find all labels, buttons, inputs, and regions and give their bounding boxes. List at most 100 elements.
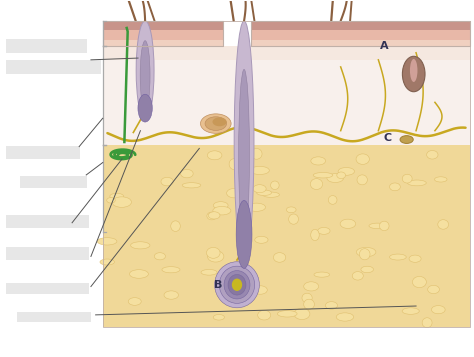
Ellipse shape bbox=[379, 221, 389, 231]
Ellipse shape bbox=[356, 247, 376, 257]
Ellipse shape bbox=[238, 69, 249, 239]
Ellipse shape bbox=[254, 286, 267, 294]
Ellipse shape bbox=[228, 275, 246, 295]
Ellipse shape bbox=[410, 59, 418, 82]
Ellipse shape bbox=[229, 159, 239, 170]
Ellipse shape bbox=[164, 291, 179, 299]
Ellipse shape bbox=[314, 272, 329, 277]
Ellipse shape bbox=[107, 197, 115, 203]
Ellipse shape bbox=[286, 207, 296, 213]
Ellipse shape bbox=[213, 206, 231, 215]
Ellipse shape bbox=[311, 229, 319, 241]
Ellipse shape bbox=[224, 271, 250, 299]
Ellipse shape bbox=[219, 266, 255, 303]
Ellipse shape bbox=[328, 196, 337, 204]
Ellipse shape bbox=[208, 212, 220, 219]
Ellipse shape bbox=[182, 183, 201, 188]
Text: A: A bbox=[380, 41, 388, 51]
Ellipse shape bbox=[431, 306, 445, 314]
Ellipse shape bbox=[402, 308, 419, 314]
Ellipse shape bbox=[337, 172, 346, 178]
Ellipse shape bbox=[208, 251, 224, 262]
Ellipse shape bbox=[400, 136, 413, 144]
Ellipse shape bbox=[304, 299, 314, 310]
FancyBboxPatch shape bbox=[6, 39, 87, 53]
Bar bbox=[251, 30, 470, 40]
FancyBboxPatch shape bbox=[20, 176, 87, 188]
Ellipse shape bbox=[140, 41, 150, 110]
Ellipse shape bbox=[97, 238, 117, 245]
Ellipse shape bbox=[232, 278, 242, 291]
Bar bbox=[103, 21, 223, 30]
Ellipse shape bbox=[112, 197, 131, 207]
Ellipse shape bbox=[357, 175, 367, 185]
Ellipse shape bbox=[336, 313, 354, 321]
Bar bbox=[103, 46, 470, 60]
Ellipse shape bbox=[161, 177, 173, 186]
Ellipse shape bbox=[369, 223, 386, 228]
Ellipse shape bbox=[402, 56, 425, 92]
Ellipse shape bbox=[310, 178, 323, 190]
Bar bbox=[103, 21, 223, 46]
Ellipse shape bbox=[409, 255, 421, 262]
Ellipse shape bbox=[258, 310, 271, 320]
Ellipse shape bbox=[318, 227, 330, 234]
Ellipse shape bbox=[100, 259, 115, 265]
FancyBboxPatch shape bbox=[6, 60, 101, 74]
Ellipse shape bbox=[256, 190, 272, 195]
Ellipse shape bbox=[311, 157, 326, 165]
Ellipse shape bbox=[326, 302, 337, 309]
FancyBboxPatch shape bbox=[6, 283, 89, 294]
FancyBboxPatch shape bbox=[18, 312, 91, 322]
Ellipse shape bbox=[138, 94, 152, 122]
Ellipse shape bbox=[304, 282, 319, 291]
Ellipse shape bbox=[162, 267, 180, 273]
Ellipse shape bbox=[263, 192, 280, 197]
Ellipse shape bbox=[213, 202, 228, 209]
Ellipse shape bbox=[271, 181, 279, 190]
Ellipse shape bbox=[205, 117, 227, 130]
Bar bbox=[103, 46, 470, 145]
Ellipse shape bbox=[327, 174, 344, 182]
Ellipse shape bbox=[212, 117, 227, 126]
Ellipse shape bbox=[207, 151, 222, 160]
Ellipse shape bbox=[428, 285, 439, 293]
Ellipse shape bbox=[234, 21, 254, 263]
Ellipse shape bbox=[356, 154, 369, 164]
Ellipse shape bbox=[251, 149, 262, 159]
FancyBboxPatch shape bbox=[6, 247, 89, 260]
Ellipse shape bbox=[236, 200, 252, 268]
Ellipse shape bbox=[422, 318, 432, 328]
Ellipse shape bbox=[171, 221, 180, 231]
Ellipse shape bbox=[207, 247, 220, 258]
Bar bbox=[103, 145, 470, 327]
Ellipse shape bbox=[130, 242, 150, 249]
Ellipse shape bbox=[201, 114, 231, 133]
Ellipse shape bbox=[277, 311, 297, 317]
Ellipse shape bbox=[435, 177, 447, 182]
Ellipse shape bbox=[181, 170, 193, 178]
Ellipse shape bbox=[207, 212, 217, 220]
Ellipse shape bbox=[136, 21, 154, 120]
Ellipse shape bbox=[338, 167, 355, 175]
Ellipse shape bbox=[340, 219, 356, 228]
Ellipse shape bbox=[129, 270, 148, 278]
Ellipse shape bbox=[408, 180, 426, 186]
Ellipse shape bbox=[247, 203, 265, 211]
FancyBboxPatch shape bbox=[6, 146, 80, 159]
Bar bbox=[103, 30, 223, 40]
Ellipse shape bbox=[294, 308, 310, 320]
Ellipse shape bbox=[215, 262, 259, 308]
Ellipse shape bbox=[412, 276, 426, 288]
Bar bbox=[251, 21, 470, 30]
Ellipse shape bbox=[236, 285, 246, 292]
Ellipse shape bbox=[110, 193, 124, 199]
Ellipse shape bbox=[359, 249, 370, 260]
Text: C: C bbox=[383, 133, 391, 143]
Ellipse shape bbox=[255, 236, 268, 243]
Ellipse shape bbox=[250, 166, 269, 175]
Ellipse shape bbox=[302, 293, 312, 303]
Ellipse shape bbox=[155, 253, 165, 260]
Ellipse shape bbox=[390, 254, 406, 260]
Ellipse shape bbox=[289, 214, 299, 224]
